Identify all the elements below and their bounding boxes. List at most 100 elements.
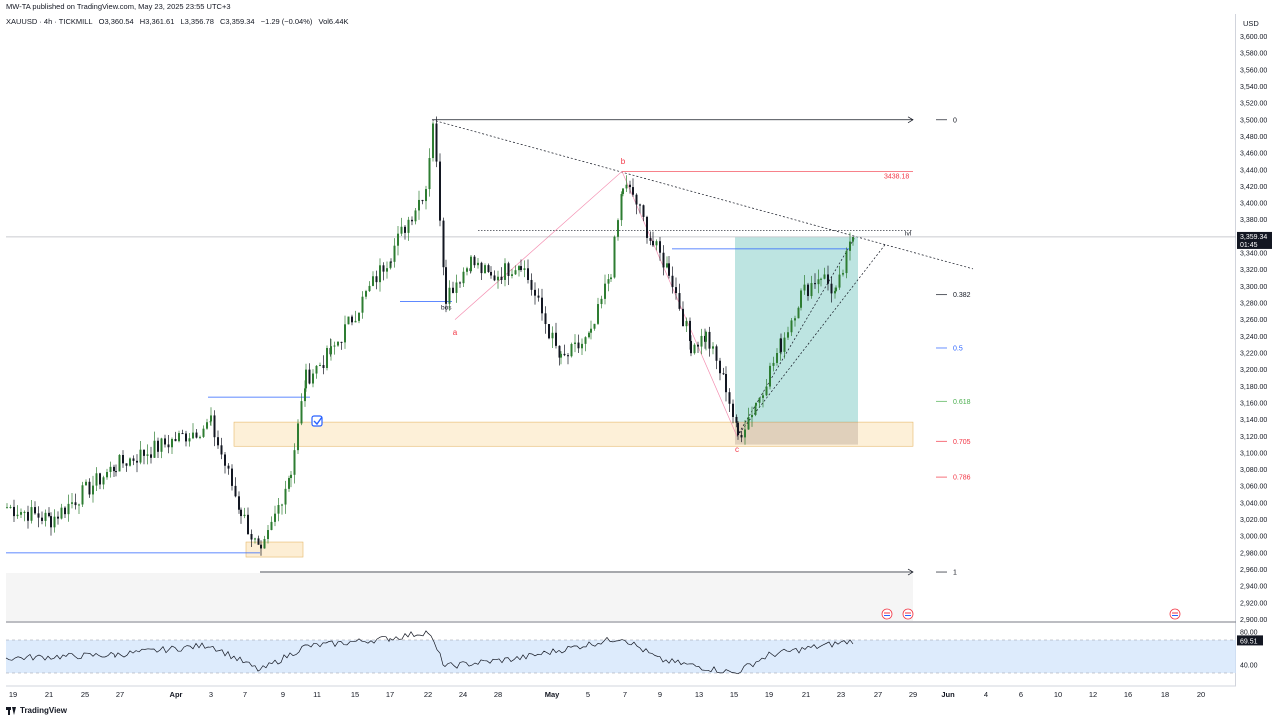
candle-body	[389, 261, 392, 269]
price-tick-label: 3,580.00	[1240, 51, 1267, 58]
candle-body	[231, 468, 233, 486]
candle-body	[497, 276, 499, 281]
candle-body	[330, 346, 332, 355]
candle-body	[16, 514, 19, 517]
candles-layer[interactable]	[6, 116, 854, 556]
candle-body	[153, 440, 156, 458]
candle-body	[118, 454, 121, 472]
time-tick-label: May	[545, 690, 560, 699]
candle-body	[34, 507, 36, 514]
time-axis[interactable]: 19 21 25 27 Apr 3 7 9 11 15 17 22 24 28 May 5 7 9 13 15 19 21…	[9, 690, 1205, 699]
candle-body	[675, 287, 677, 294]
price-tick-label: 3,160.00	[1240, 400, 1267, 407]
candle-body	[113, 466, 115, 472]
price-tick-label: 3,500.00	[1240, 117, 1267, 124]
candle-body	[260, 544, 262, 549]
candle-body	[435, 123, 438, 162]
level-label: lvl	[905, 231, 912, 238]
candle-body	[838, 274, 841, 288]
candle-body	[659, 241, 661, 253]
candle-body	[715, 346, 718, 361]
fib-level-label: 0.705	[953, 439, 971, 446]
time-tick-label: 20	[1197, 690, 1205, 699]
time-tick-label: 27	[874, 690, 882, 699]
candle-body	[671, 275, 674, 288]
candle-body	[315, 365, 318, 374]
candle-body	[297, 423, 299, 451]
candle-body	[192, 432, 194, 439]
candle-body	[368, 285, 371, 292]
candle-body	[678, 293, 681, 309]
candle-body	[662, 252, 665, 268]
volume-value: Vol6.44K	[318, 17, 349, 26]
candle-body	[27, 511, 29, 521]
price-tick-label: 3,080.00	[1240, 467, 1267, 474]
time-tick-label: 9	[281, 690, 285, 699]
price-tick-label: 3,460.00	[1240, 151, 1267, 158]
price-tick-label: 3,480.00	[1240, 134, 1267, 141]
candle-body	[217, 437, 219, 446]
time-tick-label: 27	[116, 690, 124, 699]
candle-body	[574, 342, 576, 345]
time-tick-label: 23	[837, 690, 845, 699]
rsi-tick-label: 40.00	[1240, 662, 1258, 669]
candle-body	[685, 320, 688, 327]
candle-body	[181, 433, 184, 435]
candle-body	[78, 504, 80, 506]
candle-body	[523, 268, 526, 270]
candle-body	[593, 323, 596, 329]
candle-body	[563, 353, 566, 356]
candle-body	[744, 429, 746, 438]
candle-body	[534, 289, 536, 296]
candle-body	[312, 373, 314, 384]
candle-body	[277, 505, 280, 514]
tradingview-brand[interactable]: TradingView	[6, 706, 67, 715]
price-tick-label: 3,120.00	[1240, 434, 1267, 441]
candle-body	[238, 496, 240, 510]
wave-path	[454, 170, 738, 437]
candle-body	[803, 284, 806, 291]
candle-body	[284, 488, 287, 505]
candle-body	[129, 458, 131, 466]
stop-zone	[735, 422, 858, 445]
price-tick-label: 3,200.00	[1240, 367, 1267, 374]
candle-body	[333, 345, 336, 347]
price-tick-label: 3,000.00	[1240, 534, 1267, 541]
candle-body	[530, 279, 533, 290]
candle-body	[308, 369, 311, 384]
price-axis[interactable]: USD 3,600.00 3,580.00 3,560.00 3,540.00 3,520…	[1237, 19, 1272, 624]
symbol-name[interactable]: XAUUSD · 4h · TICKMILL	[6, 17, 93, 26]
low-value: L3,356.78	[180, 17, 214, 26]
rsi-pane[interactable]: 80.00 40.00 69.51	[5, 629, 1263, 675]
candle-body	[459, 282, 461, 284]
price-tick-label: 2,920.00	[1240, 600, 1267, 607]
ascending-trendline-outer	[736, 244, 886, 437]
candle-body	[202, 428, 205, 437]
candle-body	[689, 320, 691, 341]
candle-body	[185, 433, 187, 442]
us-flag-event-icon	[1169, 608, 1181, 620]
time-tick-label: 21	[45, 690, 53, 699]
candle-body	[210, 415, 212, 422]
candle-body	[769, 365, 771, 387]
time-tick-label: 28	[494, 690, 502, 699]
candle-body	[747, 417, 750, 430]
candle-body	[92, 485, 94, 495]
last-price-label: 3,359.34	[1240, 234, 1267, 241]
candle-body	[607, 279, 610, 284]
candle-body	[473, 256, 476, 266]
candle-body	[322, 365, 325, 369]
price-tick-label: 3,220.00	[1240, 350, 1267, 357]
candle-body	[23, 511, 26, 513]
candle-body	[224, 454, 226, 466]
candle-body	[372, 276, 374, 286]
time-tick-label: 9	[658, 690, 662, 699]
candle-body	[762, 395, 764, 398]
time-tick-label: 13	[695, 690, 703, 699]
us-flag-event-icon	[902, 608, 914, 620]
candle-body	[41, 517, 43, 521]
candle-body	[555, 332, 557, 346]
candle-body	[81, 485, 84, 505]
candle-body	[787, 332, 789, 338]
